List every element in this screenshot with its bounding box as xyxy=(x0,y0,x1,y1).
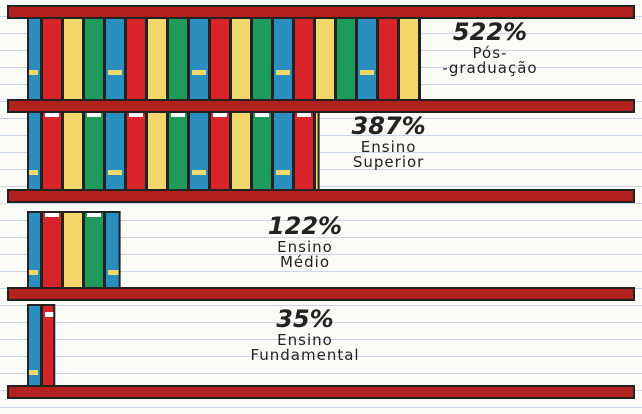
shelf xyxy=(7,385,635,399)
books xyxy=(27,111,320,191)
shelf xyxy=(7,189,635,203)
category-label: Ensino Superior xyxy=(352,138,425,171)
books xyxy=(27,211,121,289)
value-label: 35% xyxy=(276,305,334,333)
category-label: Pós- -graduação xyxy=(442,44,538,77)
value-label: 122% xyxy=(267,212,343,240)
value-label: 522% xyxy=(452,18,528,46)
shelf xyxy=(7,99,635,113)
category-label: Ensino Médio xyxy=(277,238,333,271)
value-label: 387% xyxy=(351,112,426,140)
category-label: Ensino Fundamental xyxy=(250,331,360,364)
shelf xyxy=(7,5,635,19)
books xyxy=(27,17,421,101)
books xyxy=(27,304,56,387)
shelf xyxy=(7,287,635,301)
